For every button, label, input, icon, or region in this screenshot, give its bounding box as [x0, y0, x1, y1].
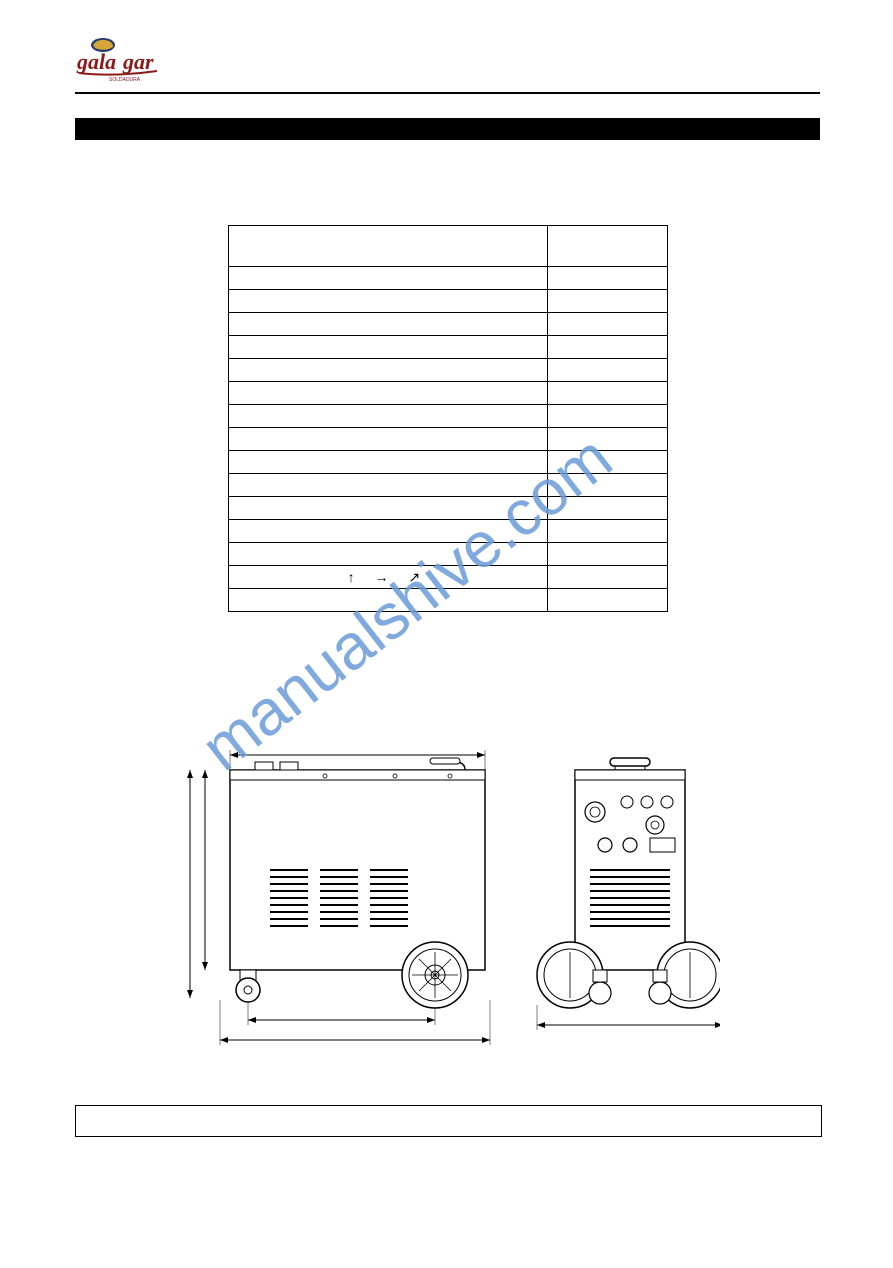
technical-drawings	[180, 740, 720, 1070]
table-row	[229, 474, 668, 497]
galagar-logo-svg: gala gar SOLDADURA	[75, 35, 165, 85]
table-header-label-2	[229, 267, 548, 290]
table-row	[229, 428, 668, 451]
table-row	[229, 405, 668, 428]
table-row	[229, 382, 668, 405]
front-view-drawing	[537, 758, 720, 1030]
header-divider	[75, 92, 820, 94]
table-header-row-2	[229, 267, 668, 290]
section-title-bar	[75, 118, 820, 140]
svg-text:SOLDADURA: SOLDADURA	[109, 77, 141, 83]
rear-wheel	[402, 942, 468, 1008]
table-row	[229, 589, 668, 612]
table-row	[229, 543, 668, 566]
table-row-arrows: ↑ → ↗	[229, 566, 668, 589]
table-row	[229, 290, 668, 313]
watermark-svg: manualshive.com	[0, 0, 893, 1263]
table-header-value-bottom	[547, 267, 667, 290]
watermark-overlay: manualshive.com	[0, 0, 893, 1263]
table-row	[229, 497, 668, 520]
footer-box	[75, 1105, 822, 1137]
specifications-table: ↑ → ↗	[228, 225, 668, 612]
brand-logo: gala gar SOLDADURA	[75, 35, 165, 85]
table-header-value-top	[547, 226, 667, 267]
table-header-row	[229, 226, 668, 267]
svg-text:gar: gar	[122, 49, 154, 74]
table-header-label	[229, 226, 548, 267]
side-view-drawing	[187, 750, 490, 1045]
arrow-cell: ↑ → ↗	[229, 566, 548, 589]
svg-text:gala: gala	[76, 49, 116, 74]
document-page: gala gar SOLDADURA ↑ → ↗	[0, 0, 893, 1263]
table-row	[229, 520, 668, 543]
table-row	[229, 336, 668, 359]
table-row	[229, 313, 668, 336]
table-row	[229, 359, 668, 382]
machine-diagrams-svg	[180, 740, 720, 1070]
front-caster	[236, 970, 260, 1002]
table-row	[229, 451, 668, 474]
side-vents	[267, 867, 408, 929]
